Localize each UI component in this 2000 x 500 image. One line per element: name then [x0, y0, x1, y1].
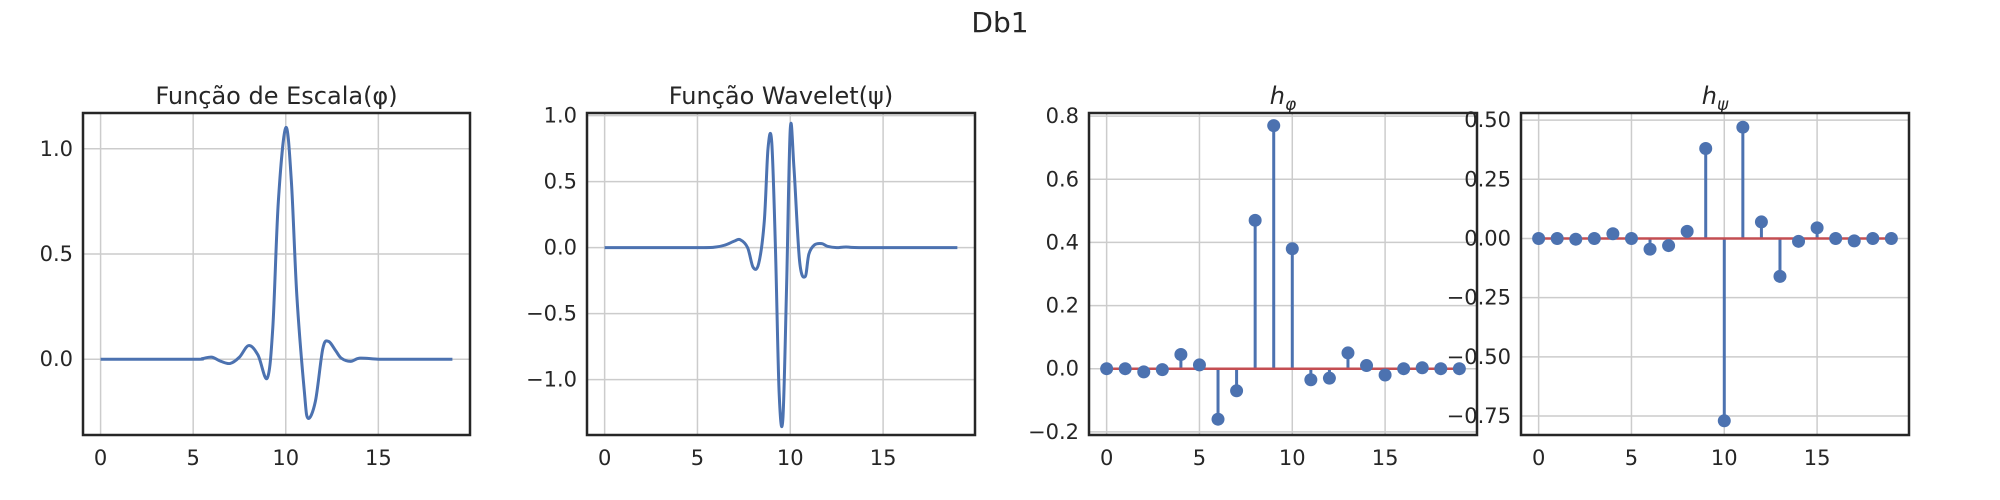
stem-marker	[1569, 232, 1583, 246]
stem-marker	[1415, 361, 1429, 375]
stem-marker	[1434, 362, 1448, 376]
x-tick-label: 0	[1100, 446, 1113, 470]
y-tick-label: −0.75	[1447, 404, 1511, 428]
x-tick-label: 15	[1372, 446, 1399, 470]
stem-marker	[1360, 359, 1374, 373]
stem-marker	[1304, 373, 1318, 387]
stem-marker	[1736, 120, 1750, 134]
stem-marker	[1230, 384, 1244, 398]
x-tick-label: 0	[94, 446, 107, 470]
stem-marker	[1866, 231, 1880, 245]
stem-marker	[1587, 231, 1601, 245]
y-tick-label: 0.5	[544, 170, 577, 194]
stem-marker	[1118, 362, 1132, 376]
y-tick-label: 0.6	[1046, 167, 1079, 191]
x-tick-label: 5	[1625, 446, 1638, 470]
x-tick-label: 15	[870, 446, 897, 470]
y-tick-label: 0.0	[40, 347, 73, 371]
stem-marker	[1773, 269, 1787, 283]
stem-marker	[1699, 142, 1713, 156]
stem-marker	[1643, 242, 1657, 256]
stem-marker	[1267, 119, 1281, 133]
y-tick-label: 0.2	[1046, 294, 1079, 318]
x-tick-label: 5	[1193, 446, 1206, 470]
y-tick-label: 0.8	[1046, 104, 1079, 128]
x-tick-label: 5	[186, 446, 199, 470]
stem-marker	[1100, 362, 1114, 376]
subplot-1: 0 5 10 15 0.0 0.5 1.0 Função de Escala(φ)	[40, 82, 472, 470]
x-tick-label: 0	[1532, 446, 1545, 470]
y-tick-label: 0.00	[1464, 226, 1511, 250]
x-tick-label: 10	[272, 446, 299, 470]
y-tick-label: 0.4	[1046, 230, 1079, 254]
axes-frame	[1087, 111, 1479, 437]
subplot-title-subscript: ψ	[1717, 95, 1729, 115]
x-tick-label: 15	[365, 446, 392, 470]
stem-marker	[1662, 239, 1676, 253]
stem-marker	[1810, 221, 1824, 235]
x-tick-label: 10	[1711, 446, 1738, 470]
y-tick-label: −0.5	[526, 302, 577, 326]
subplot-2: 0 5 10 15 −1.0 −0.5 0.0 0.5 1.0 Função Wavelet(ψ)	[526, 82, 977, 470]
stem-marker	[1792, 234, 1806, 248]
stem-marker	[1532, 231, 1546, 245]
axes-frame	[585, 111, 977, 437]
y-tick-label: 0.0	[544, 236, 577, 260]
stem-marker	[1155, 363, 1169, 377]
stem-marker	[1754, 215, 1768, 229]
stem-marker	[1606, 227, 1620, 241]
y-tick-label: 1.0	[40, 137, 73, 161]
stem-marker	[1397, 362, 1411, 376]
axes-frame	[81, 111, 472, 437]
subplot-title: Função Wavelet(ψ)	[669, 82, 893, 110]
x-tick-label: 0	[598, 446, 611, 470]
y-tick-label: −1.0	[526, 368, 577, 392]
stem-marker	[1884, 231, 1898, 245]
series-line	[100, 126, 453, 420]
y-tick-label: −0.2	[1028, 420, 1079, 444]
subplot-title: hφ	[1270, 82, 1297, 115]
stem-marker	[1624, 231, 1638, 245]
subplot-4: 0 5 10 15 −0.75 −0.50 −0.25 0.00 0.25 0.50 hψ	[1447, 82, 1911, 470]
axes-frame	[1519, 111, 1911, 437]
stem-marker	[1137, 365, 1151, 379]
y-tick-label: 0.5	[40, 242, 73, 266]
y-tick-label: 0.50	[1464, 108, 1511, 132]
subplot-3: 0 5 10 15 −0.2 0.0 0.2 0.4 0.6 0.8 hφ	[1028, 82, 1479, 470]
y-tick-label: 0.0	[1046, 357, 1079, 381]
series-line	[604, 121, 958, 428]
stem-marker	[1829, 231, 1843, 245]
x-tick-label: 5	[691, 446, 704, 470]
y-tick-label: 0.25	[1464, 167, 1511, 191]
subplot-title-main: h	[1270, 82, 1285, 110]
subplot-title: hψ	[1702, 82, 1729, 115]
stem-marker	[1285, 242, 1299, 256]
stem-marker	[1192, 358, 1206, 372]
x-tick-label: 15	[1804, 446, 1831, 470]
y-tick-label: −0.25	[1447, 286, 1511, 310]
stem-marker	[1452, 362, 1466, 376]
x-tick-label: 10	[777, 446, 804, 470]
stem-marker	[1211, 412, 1225, 426]
stem-marker	[1174, 348, 1188, 361]
stem-marker	[1378, 368, 1392, 382]
subplot-title: Função de Escala(φ)	[155, 82, 397, 110]
y-tick-label: 1.0	[544, 104, 577, 128]
y-tick-label: −0.50	[1447, 345, 1511, 369]
stem-marker	[1341, 346, 1355, 360]
stem-marker	[1322, 371, 1336, 385]
stem-marker	[1550, 231, 1564, 245]
subplot-title-main: h	[1702, 82, 1717, 110]
stem-marker	[1717, 414, 1731, 428]
subplots: 0 5 10 15 0.0 0.5 1.0 Função de Escala(φ) 0 5 10 15…	[40, 82, 1911, 470]
stem-marker	[1680, 224, 1694, 238]
figure-title: Db1	[971, 6, 1028, 39]
subplot-title-subscript: φ	[1285, 95, 1297, 115]
stem-marker	[1847, 234, 1861, 248]
x-tick-label: 10	[1279, 446, 1306, 470]
stem-marker	[1248, 213, 1262, 227]
